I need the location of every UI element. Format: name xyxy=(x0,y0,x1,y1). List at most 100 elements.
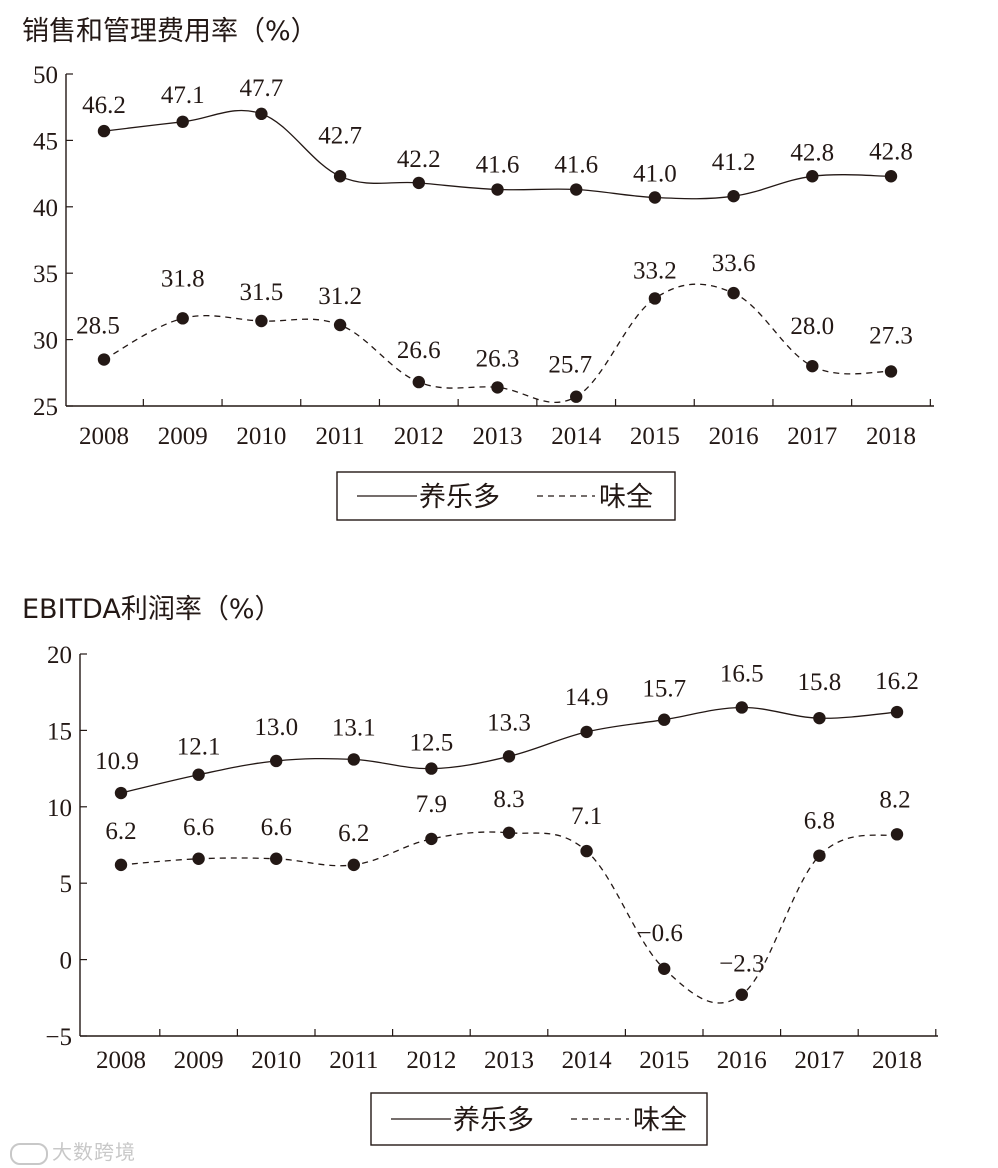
data-point xyxy=(412,375,425,389)
data-label: 6.8 xyxy=(804,808,835,835)
data-label: 16.5 xyxy=(720,660,764,687)
chart-2: EBITDA利润率（%） −5 0 5 10 15 20 2008 2009 2010 2011 20… xyxy=(22,594,938,1146)
data-label: 26.6 xyxy=(397,337,441,364)
data-label: 6.6 xyxy=(261,814,292,841)
data-label: 6.6 xyxy=(183,814,214,841)
y-tick-label: 25 xyxy=(33,394,58,421)
data-label: 42.8 xyxy=(869,138,913,165)
data-point xyxy=(658,713,671,726)
data-label: −0.6 xyxy=(638,920,683,947)
x-tick-label: 2018 xyxy=(872,1047,922,1074)
data-point xyxy=(890,828,904,841)
data-point xyxy=(270,852,283,865)
x-tick-label: 2016 xyxy=(709,423,759,450)
data-point xyxy=(884,365,898,378)
x-tick-label: 2012 xyxy=(394,423,444,450)
data-label: 7.9 xyxy=(416,791,447,818)
data-label: 41.6 xyxy=(476,152,520,179)
x-tick-label: 2009 xyxy=(158,423,208,450)
data-point xyxy=(333,170,347,183)
data-label: 41.0 xyxy=(633,161,677,188)
y-tick-label: 50 xyxy=(33,62,58,89)
x-tick-label: 2008 xyxy=(96,1047,146,1074)
data-point xyxy=(347,858,360,872)
data-point xyxy=(192,768,205,781)
data-point xyxy=(491,381,504,394)
x-tick-label: 2010 xyxy=(236,423,286,450)
data-point xyxy=(347,753,360,766)
data-label: 25.7 xyxy=(548,352,592,379)
legend-label-2: 味全 xyxy=(599,482,653,513)
watermark: 大数跨境 xyxy=(10,1136,136,1165)
y-tick-label: 20 xyxy=(47,642,72,669)
x-tick-label: 2017 xyxy=(787,423,837,450)
data-label: 7.1 xyxy=(571,803,602,830)
chart-1: 销售和管理费用率（%） 25 30 35 40 45 50 2008 2009 2010 2011 2… xyxy=(22,16,934,521)
data-label: 8.3 xyxy=(493,786,524,813)
watermark-logo-icon xyxy=(10,1142,48,1165)
data-point xyxy=(735,701,748,714)
legend-label-2: 味全 xyxy=(633,1105,687,1136)
x-tick-label: 2018 xyxy=(866,423,916,450)
x-tick-label: 2009 xyxy=(174,1047,224,1074)
data-point xyxy=(658,962,671,975)
data-point xyxy=(813,849,826,862)
data-label: 47.1 xyxy=(161,82,205,109)
y-tick-label: 10 xyxy=(47,795,72,822)
data-label: 33.2 xyxy=(633,257,677,284)
data-label: 47.7 xyxy=(240,75,284,102)
y-axis-title: EBITDA利润率（%） xyxy=(22,594,281,625)
legend-label-1: 养乐多 xyxy=(419,482,500,513)
data-label: 27.3 xyxy=(869,322,913,349)
data-point xyxy=(735,988,748,1001)
data-point xyxy=(570,390,583,403)
x-tick-label: 2013 xyxy=(484,1047,534,1074)
data-point xyxy=(192,852,205,865)
series-line-2 xyxy=(120,831,898,1004)
data-label: 33.6 xyxy=(712,250,756,277)
x-tick-label: 2015 xyxy=(639,1047,689,1074)
x-tick-label: 2014 xyxy=(551,423,602,450)
x-tick-label: 2013 xyxy=(473,423,523,450)
data-point xyxy=(255,107,268,121)
y-tick-label: 0 xyxy=(60,948,73,975)
data-point xyxy=(97,124,111,138)
data-point xyxy=(114,786,128,800)
data-point xyxy=(502,750,516,763)
data-point xyxy=(580,844,593,858)
data-label: 13.1 xyxy=(332,714,376,741)
data-label: −2.3 xyxy=(719,951,764,978)
x-tick-label: 2011 xyxy=(316,423,365,450)
data-point xyxy=(255,314,268,328)
data-point xyxy=(884,170,898,183)
data-point xyxy=(727,189,740,203)
y-tick-label: 5 xyxy=(60,871,73,898)
x-tick-label: 2011 xyxy=(329,1047,378,1074)
x-tick-label: 2008 xyxy=(79,423,129,450)
data-point xyxy=(97,353,111,366)
data-label: 26.3 xyxy=(476,345,520,372)
data-label: 42.8 xyxy=(790,139,834,166)
data-point xyxy=(806,170,819,183)
data-point xyxy=(890,705,904,719)
watermark-text: 大数跨境 xyxy=(52,1140,136,1164)
data-point xyxy=(580,725,593,739)
data-point xyxy=(806,359,819,373)
y-tick-label: 15 xyxy=(47,718,72,745)
data-point xyxy=(114,858,128,872)
data-point xyxy=(502,826,516,839)
data-label: 15.7 xyxy=(642,676,686,703)
data-point xyxy=(412,176,425,190)
data-label: 31.2 xyxy=(318,283,362,310)
data-label: 15.8 xyxy=(798,669,842,696)
data-point xyxy=(333,318,347,332)
y-tick-label: −5 xyxy=(45,1024,72,1051)
y-tick-label: 35 xyxy=(33,261,58,288)
data-label: 6.2 xyxy=(105,818,136,845)
x-tick-label: 2017 xyxy=(794,1047,844,1074)
data-point xyxy=(491,183,504,196)
data-point xyxy=(176,312,189,325)
data-label: 10.9 xyxy=(95,748,139,775)
y-tick-label: 30 xyxy=(33,328,58,355)
